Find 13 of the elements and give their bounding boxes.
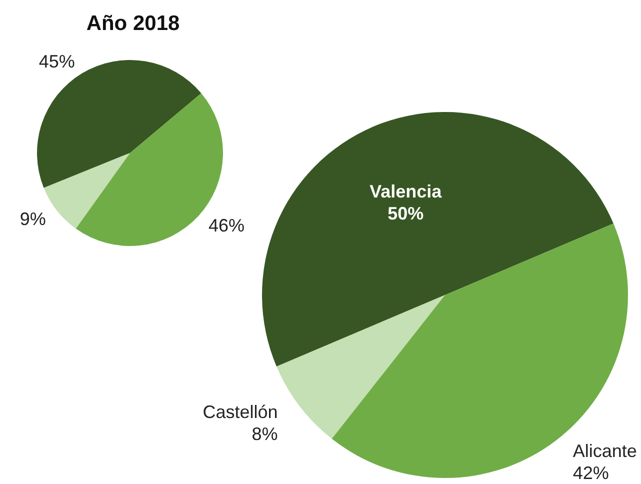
data-label: 45%	[38, 51, 75, 72]
data-label: 50%	[388, 203, 424, 224]
slice-label: Castellón	[202, 402, 278, 422]
data-label: 8%	[252, 424, 278, 444]
data-label: 9%	[20, 209, 46, 230]
data-label: 42%	[572, 463, 609, 484]
slice-label: Valencia	[370, 181, 443, 202]
data-label: 46%	[208, 216, 245, 236]
pie-slice	[44, 153, 130, 229]
pie-slice	[262, 112, 614, 367]
slice-label: Alicante	[572, 441, 637, 462]
pie-slice	[276, 295, 445, 439]
chart-title: Año 2018	[85, 12, 181, 36]
